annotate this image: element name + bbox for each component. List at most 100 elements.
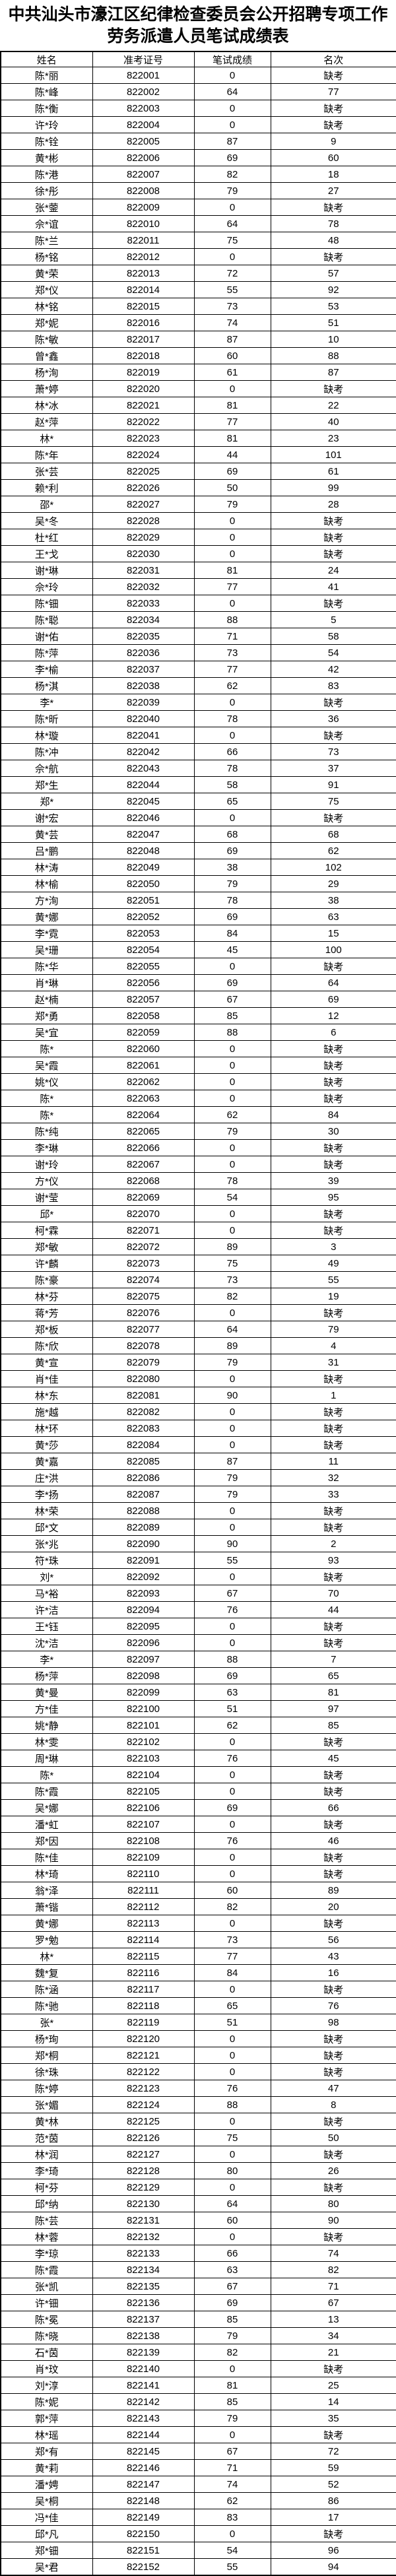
- score-cell: 74: [193, 314, 271, 331]
- score-cell: 72: [193, 265, 271, 282]
- table-row: 陈*驰 822118 65 76: [0, 1997, 396, 2014]
- table-row: 郑*妮 822016 74 51: [0, 314, 396, 331]
- exam-id-cell: 822034: [92, 611, 195, 628]
- exam-id-cell: 822099: [92, 1684, 195, 1701]
- rank-cell: 29: [270, 875, 396, 892]
- exam-id-cell: 822042: [92, 743, 195, 760]
- table-row: 肖*琳 822056 69 64: [0, 974, 396, 991]
- exam-id-cell: 822062: [92, 1073, 195, 1090]
- table-row: 许*玲 822004 0 缺考: [0, 116, 396, 133]
- rank-cell: 缺考: [270, 116, 396, 133]
- rank-cell: 7: [270, 1651, 396, 1668]
- rank-cell: 55: [270, 1271, 396, 1288]
- table-row: 陈*纯 822065 79 30: [0, 1123, 396, 1140]
- exam-id-cell: 822068: [92, 1172, 195, 1189]
- rank-cell: 缺考: [270, 1915, 396, 1932]
- score-cell: 77: [193, 413, 271, 430]
- score-cell: 54: [193, 1189, 271, 1206]
- rank-cell: 50: [270, 2129, 396, 2146]
- table-row: 吴*霞 822061 0 缺考: [0, 1057, 396, 1074]
- score-cell: 89: [193, 1238, 271, 1255]
- name-cell: 吴*君: [0, 2558, 93, 2576]
- exam-id-cell: 822058: [92, 1007, 195, 1024]
- table-row: 赖*利 822026 50 99: [0, 479, 396, 496]
- rank-cell: 100: [270, 941, 396, 958]
- score-cell: 0: [193, 958, 271, 975]
- exam-id-cell: 822132: [92, 2228, 195, 2245]
- name-cell: 张*: [0, 2014, 93, 2031]
- score-cell: 81: [193, 2377, 271, 2394]
- table-row: 林* 822023 81 23: [0, 430, 396, 447]
- name-cell: 杨*淇: [0, 677, 93, 694]
- name-cell: 潘*虹: [0, 1816, 93, 1833]
- score-cell: 62: [193, 1106, 271, 1123]
- table-row: 郑*仪 822014 55 92: [0, 281, 396, 298]
- rank-cell: 101: [270, 446, 396, 463]
- name-cell: 刘*淳: [0, 2377, 93, 2394]
- table-row: 石*茵 822139 82 21: [0, 2344, 396, 2361]
- name-cell: 林*瑶: [0, 2426, 93, 2443]
- name-cell: 李*: [0, 694, 93, 711]
- column-header-score: 笔试成绩: [193, 51, 271, 67]
- rank-cell: 45: [270, 1750, 396, 1767]
- exam-id-cell: 822032: [92, 578, 195, 595]
- exam-id-cell: 822085: [92, 1453, 195, 1470]
- score-cell: 64: [193, 215, 271, 232]
- table-row: 林*铭 822015 73 53: [0, 298, 396, 315]
- exam-id-cell: 822116: [92, 1964, 195, 1981]
- exam-id-cell: 822140: [92, 2360, 195, 2377]
- exam-id-cell: 822128: [92, 2162, 195, 2179]
- table-row: 陈* 822064 62 84: [0, 1106, 396, 1123]
- name-cell: 佘*航: [0, 760, 93, 777]
- exam-id-cell: 822089: [92, 1519, 195, 1536]
- table-row: 吕*鹏 822048 69 62: [0, 842, 396, 859]
- name-cell: 郑*敏: [0, 1238, 93, 1255]
- table-row: 邵* 822027 79 28: [0, 496, 396, 513]
- exam-id-cell: 822045: [92, 793, 195, 810]
- table-row: 方*佳 822100 51 97: [0, 1700, 396, 1717]
- score-cell: 0: [193, 116, 271, 133]
- name-cell: 翁*泽: [0, 1882, 93, 1899]
- rank-cell: 48: [270, 232, 396, 249]
- name-cell: 林*榆: [0, 875, 93, 892]
- exam-id-cell: 822028: [92, 512, 195, 529]
- exam-id-cell: 822035: [92, 628, 195, 645]
- rank-cell: 缺考: [270, 727, 396, 744]
- exam-id-cell: 822130: [92, 2195, 195, 2212]
- score-cell: 67: [193, 2443, 271, 2460]
- table-row: 冯*佳 822149 83 17: [0, 2509, 396, 2526]
- score-cell: 69: [193, 2294, 271, 2311]
- table-row: 郑*有 822145 67 72: [0, 2443, 396, 2460]
- score-cell: 74: [193, 2476, 271, 2493]
- table-row: 罗*勉 822114 73 56: [0, 1931, 396, 1948]
- rank-cell: 61: [270, 463, 396, 480]
- rank-cell: 缺考: [270, 2146, 396, 2163]
- name-cell: 柯*芬: [0, 2179, 93, 2196]
- name-cell: 冯*佳: [0, 2509, 93, 2526]
- table-row: 郑*勇 822058 85 12: [0, 1007, 396, 1024]
- exam-id-cell: 822018: [92, 347, 195, 364]
- exam-id-cell: 822150: [92, 2525, 195, 2542]
- score-cell: 60: [193, 347, 271, 364]
- table-row: 黄*彬 822006 69 60: [0, 149, 396, 166]
- name-cell: 林*涛: [0, 859, 93, 876]
- score-cell: 87: [193, 133, 271, 150]
- rank-cell: 26: [270, 2162, 396, 2179]
- table-row: 黄*芸 822047 68 68: [0, 826, 396, 843]
- rank-cell: 缺考: [270, 380, 396, 397]
- name-cell: 潘*娉: [0, 2476, 93, 2493]
- score-cell: 0: [193, 1783, 271, 1800]
- table-row: 林*荣 822088 0 缺考: [0, 1502, 396, 1519]
- name-cell: 施*越: [0, 1403, 93, 1420]
- name-cell: 萧*婷: [0, 380, 93, 397]
- score-cell: 0: [193, 545, 271, 562]
- exam-id-cell: 822090: [92, 1535, 195, 1552]
- exam-id-cell: 822014: [92, 281, 195, 298]
- score-cell: 68: [193, 826, 271, 843]
- exam-id-cell: 822027: [92, 496, 195, 513]
- rank-cell: 缺考: [270, 1568, 396, 1585]
- exam-id-cell: 822103: [92, 1750, 195, 1767]
- name-cell: 方*仪: [0, 1172, 93, 1189]
- table-row: 刘* 822092 0 缺考: [0, 1568, 396, 1585]
- score-cell: 71: [193, 2459, 271, 2476]
